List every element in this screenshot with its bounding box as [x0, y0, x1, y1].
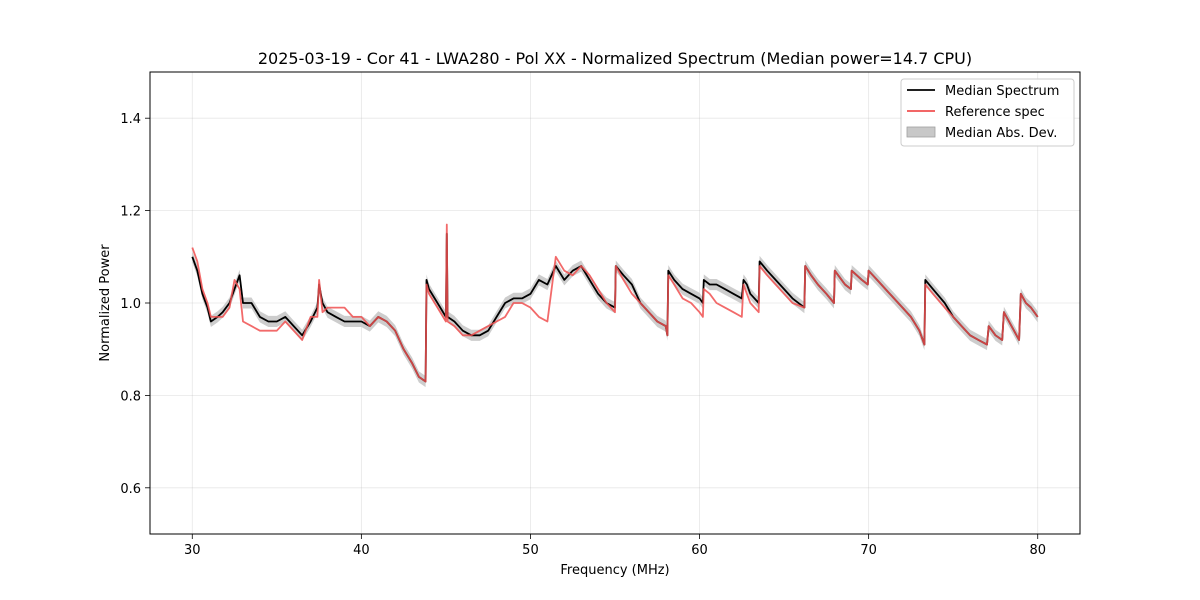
x-tick-label: 70	[860, 543, 877, 558]
series-line-reference-spec	[191, 223, 1039, 383]
legend-box	[900, 78, 1075, 147]
x-tick-label: 60	[691, 543, 708, 558]
y-tick-label: 0.8	[120, 389, 141, 404]
y-axis-label: Normalized Power	[98, 244, 113, 362]
legend-label-median-abs-dev: Median Abs. Dev.	[945, 126, 1057, 141]
x-tick-label: 50	[522, 543, 539, 558]
chart-title: 2025-03-19 - Cor 41 - LWA280 - Pol XX - …	[258, 49, 972, 68]
x-tick-label: 30	[184, 543, 201, 558]
y-tick-label: 1.0	[120, 297, 141, 312]
y-tick-label: 1.2	[120, 205, 141, 220]
legend: Median Spectrum Reference spec Median Ab…	[900, 78, 1075, 147]
x-tick-label: 80	[1029, 543, 1046, 558]
y-tick-label: 1.4	[120, 112, 141, 127]
x-tick-label: 40	[353, 543, 370, 558]
x-axis-label: Frequency (MHz)	[560, 563, 669, 578]
legend-label-reference-spec: Reference spec	[945, 105, 1045, 120]
tick-layer: 30 40 50 60 70 80 0.6 0.8 1.0 1.2 1.4	[120, 112, 1046, 558]
y-tick-label: 0.6	[120, 482, 141, 497]
legend-swatch-median-abs-dev	[906, 126, 936, 138]
series-layer	[191, 223, 1039, 383]
legend-label-median-spectrum: Median Spectrum	[945, 84, 1059, 99]
